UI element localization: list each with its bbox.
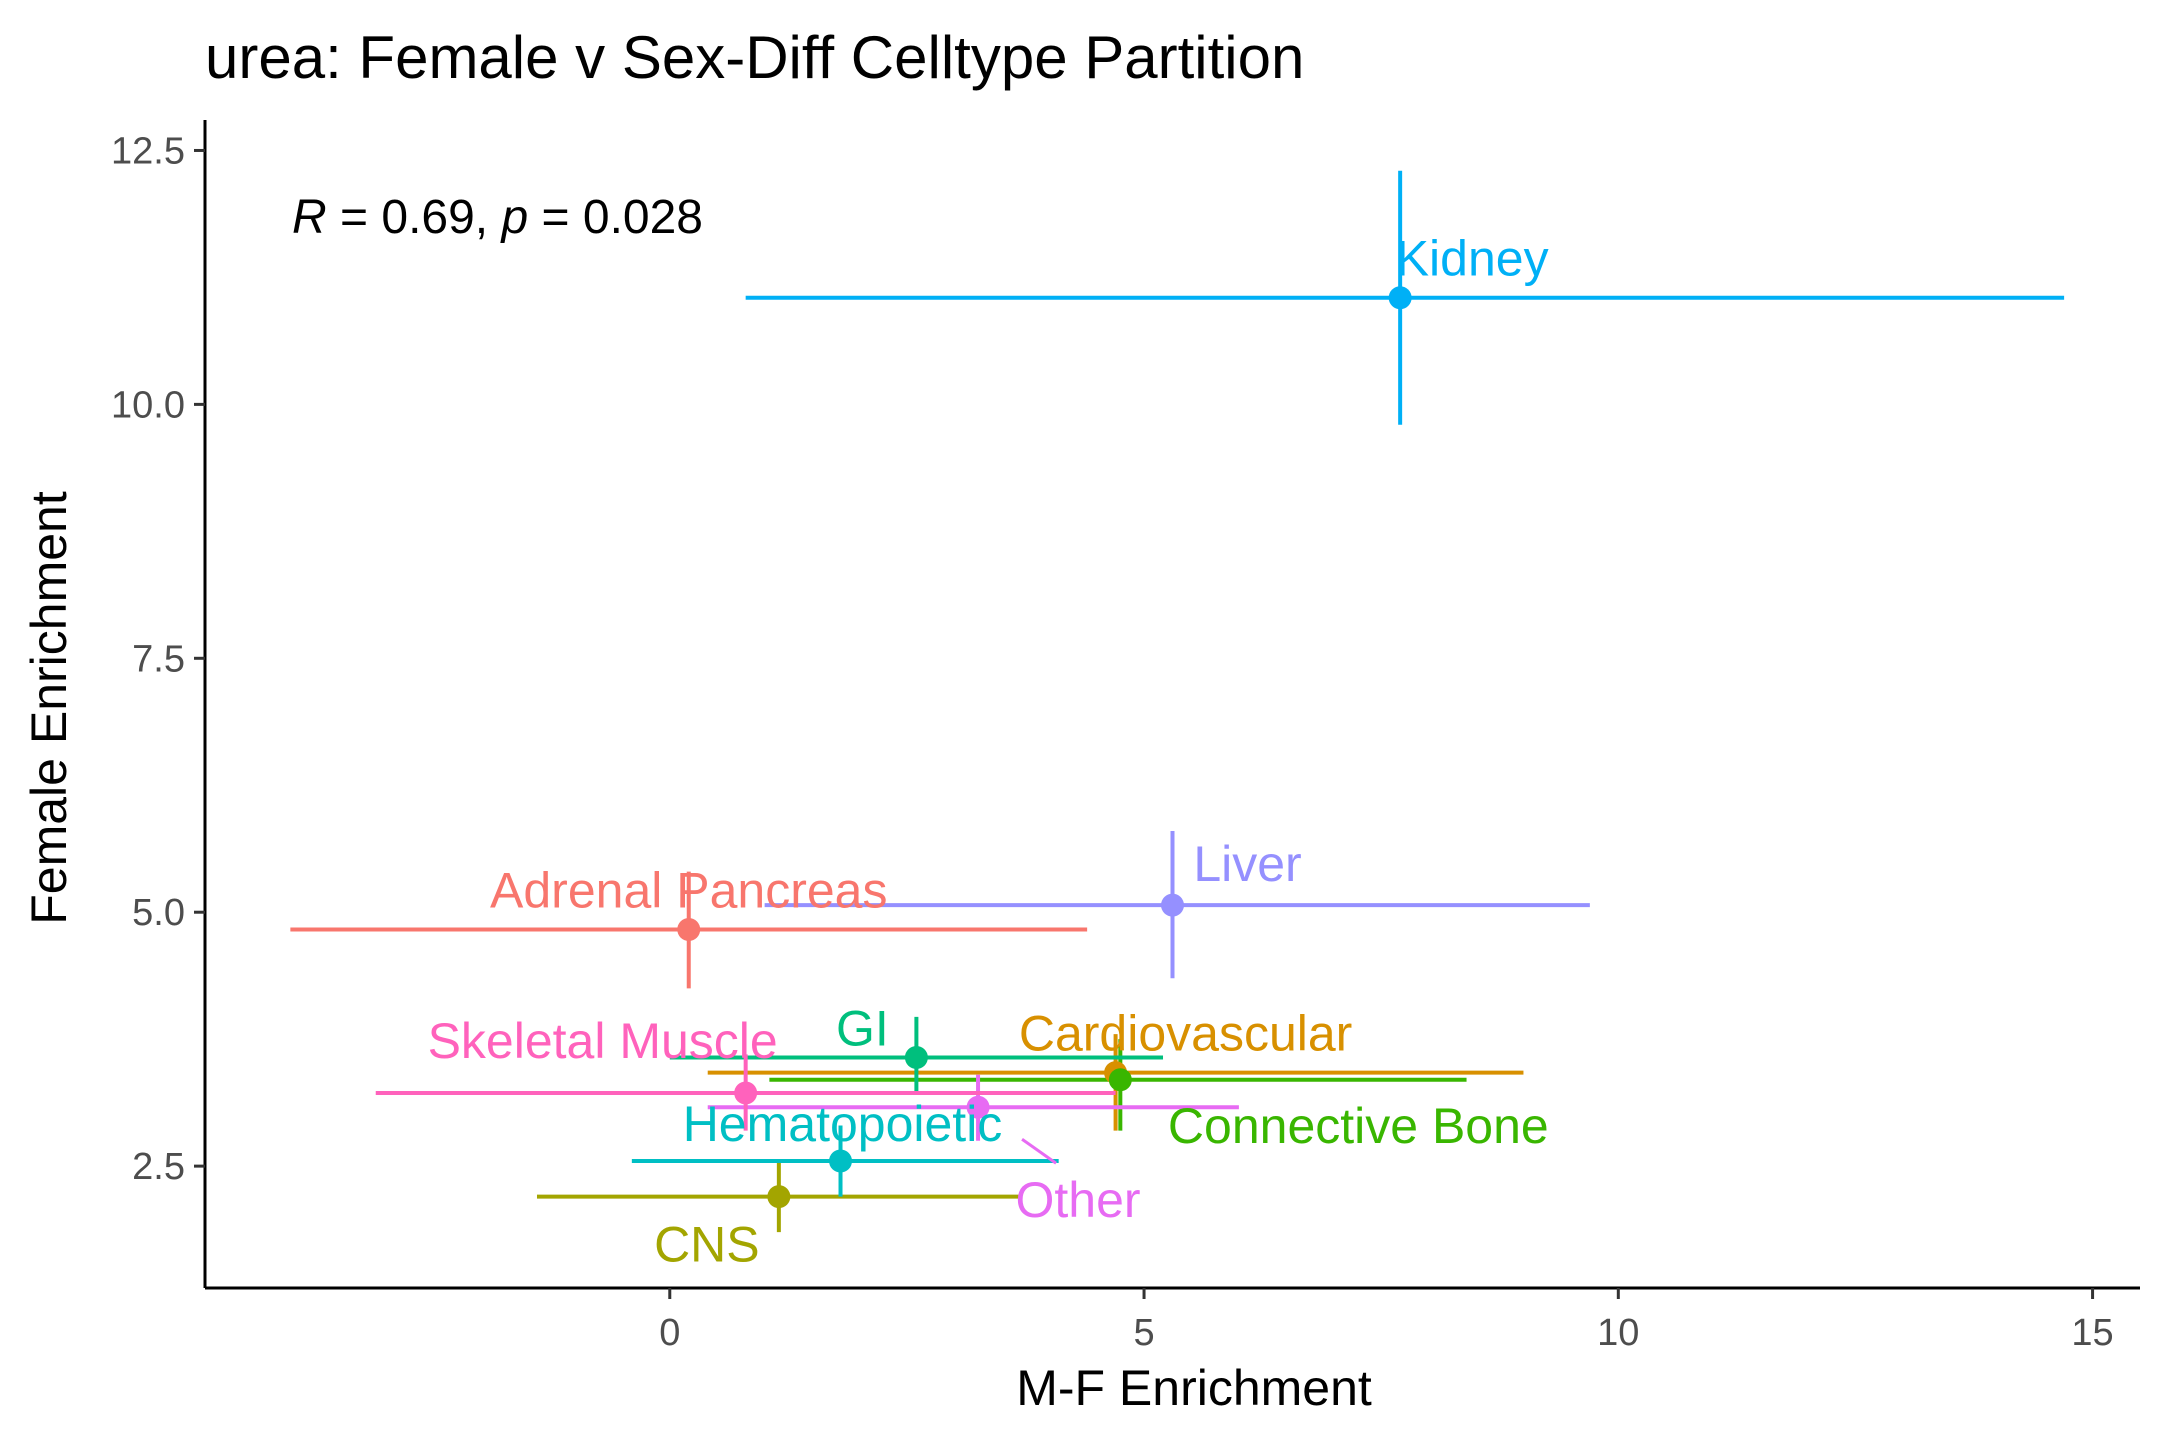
y-axis-ticks: 2.5 5.0 7.5 10.0 12.5 xyxy=(111,130,205,1188)
label-other: Other xyxy=(1016,1172,1141,1228)
point-skeletal-muscle xyxy=(734,1081,758,1105)
x-tick-label: 10 xyxy=(1597,1312,1639,1354)
x-tick-label: 15 xyxy=(2071,1312,2113,1354)
label-liver: Liver xyxy=(1193,836,1301,892)
label-skeletal-muscle: Skeletal Muscle xyxy=(428,1013,778,1069)
y-axis-title: Female Enrichment xyxy=(21,491,77,925)
label-kidney: Kidney xyxy=(1396,231,1549,287)
point-liver xyxy=(1161,893,1184,917)
label-adrenal-pancreas: Adrenal Pancreas xyxy=(490,862,887,918)
label-connective-bone: Connective Bone xyxy=(1168,1098,1549,1154)
y-tick-label: 5.0 xyxy=(132,892,185,934)
x-tick-label: 5 xyxy=(1133,1312,1154,1354)
point-other xyxy=(966,1095,990,1119)
point-gi xyxy=(904,1045,928,1069)
y-tick-label: 2.5 xyxy=(132,1146,185,1188)
plot-area: 0 5 10 15 2.5 5.0 7.5 10.0 12.5 Adrenal Pancrea… xyxy=(111,120,2140,1354)
point-hematopoietic xyxy=(829,1149,853,1173)
label-hematopoietic: Hematopoietic xyxy=(683,1096,1003,1152)
x-axis-ticks: 0 5 10 15 xyxy=(659,1288,2114,1354)
label-gi: GI xyxy=(836,1000,889,1056)
point-kidney xyxy=(1388,286,1412,310)
x-tick-label: 0 xyxy=(659,1312,680,1354)
label-leader-lines xyxy=(1021,1137,1057,1165)
point-labels: Adrenal Pancreas CNS Cardiovascular Connect… xyxy=(428,231,1549,1273)
point-connective-bone xyxy=(1108,1068,1132,1092)
point-adrenal-pancreas xyxy=(677,917,701,941)
y-tick-label: 7.5 xyxy=(132,638,185,680)
r-value: = 0.69, xyxy=(327,191,502,244)
label-cardiovascular: Cardiovascular xyxy=(1019,1006,1352,1062)
p-symbol: p xyxy=(499,191,528,244)
label-cns: CNS xyxy=(654,1217,760,1273)
x-axis-title: M-F Enrichment xyxy=(1016,1360,1372,1416)
point-cns xyxy=(767,1185,791,1209)
leader-other xyxy=(1021,1137,1057,1165)
p-value: = 0.028 xyxy=(528,191,703,244)
y-tick-label: 12.5 xyxy=(111,130,185,172)
data-points xyxy=(677,286,1412,1209)
correlation-annotation: R = 0.69, p = 0.028 xyxy=(292,191,703,244)
error-bars xyxy=(290,170,2065,1233)
chart-title: urea: Female v Sex-Diff Celltype Partiti… xyxy=(205,24,1304,91)
y-tick-label: 10.0 xyxy=(111,384,185,426)
r-symbol: R xyxy=(292,191,327,244)
